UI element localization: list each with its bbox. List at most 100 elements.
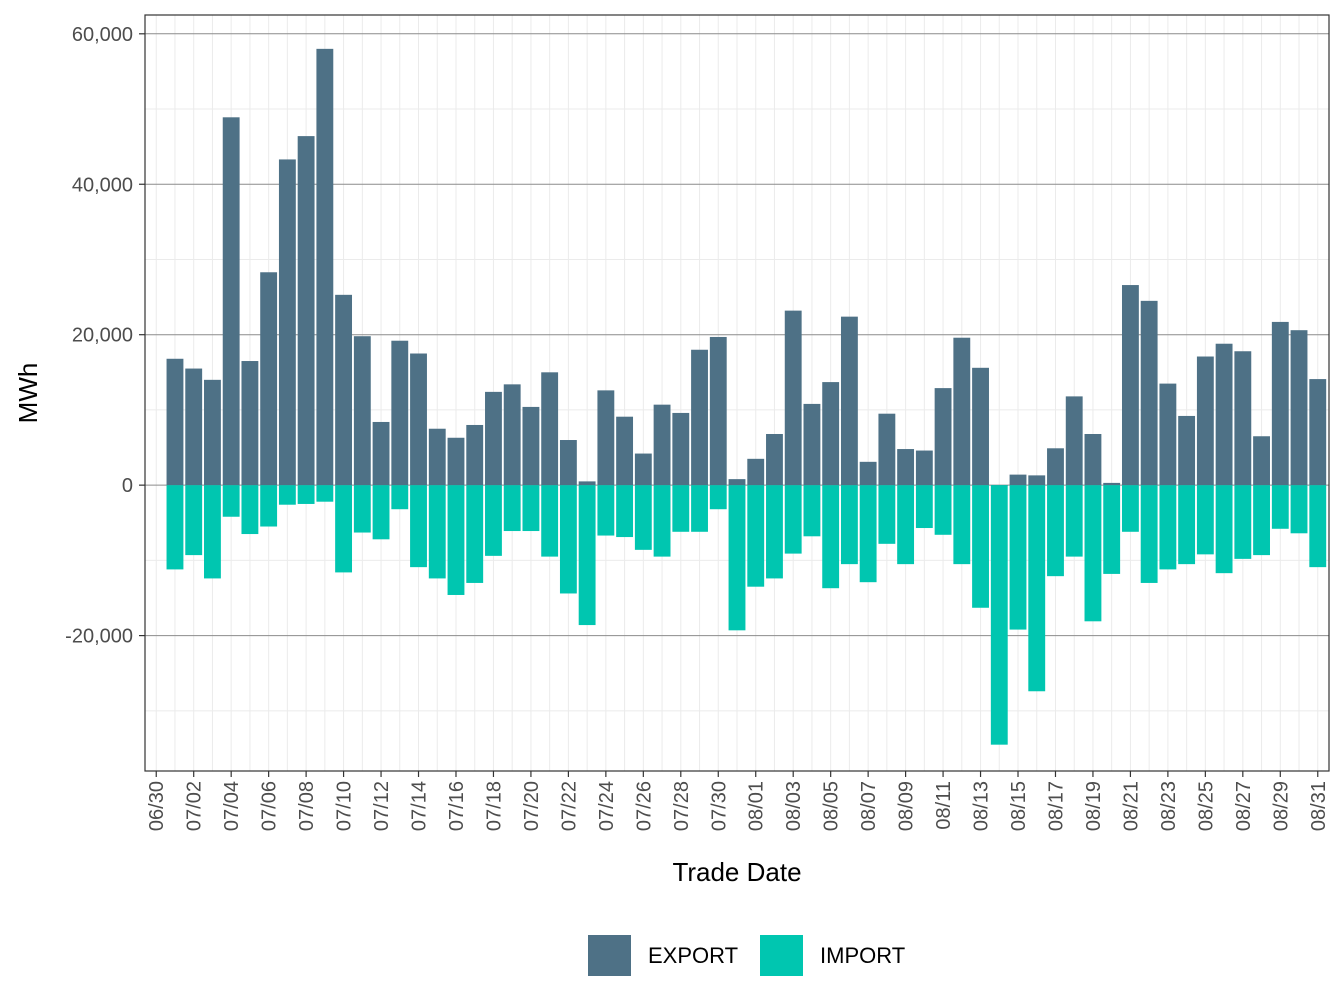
bar-export xyxy=(204,379,221,486)
bar-import xyxy=(522,485,540,532)
bar-export xyxy=(915,450,933,486)
bar-export xyxy=(260,272,278,486)
bar-import xyxy=(1121,485,1139,532)
bar-import xyxy=(1140,485,1158,583)
x-tick-label: 07/12 xyxy=(371,781,393,831)
bar-export xyxy=(653,404,671,486)
x-tick-label: 08/29 xyxy=(1270,781,1292,831)
bar-export xyxy=(597,390,615,486)
x-tick-label: 07/26 xyxy=(633,781,655,831)
bar-import xyxy=(353,485,371,533)
bar-export xyxy=(485,391,502,486)
bar-import xyxy=(990,485,1008,745)
bar-export xyxy=(934,388,952,486)
bar-export xyxy=(840,316,858,486)
y-tick-label: 0 xyxy=(122,475,133,497)
bar-export xyxy=(578,481,596,486)
bar-export xyxy=(1290,330,1308,486)
bar-export xyxy=(166,358,184,486)
bar-import xyxy=(1065,485,1083,557)
bar-export xyxy=(822,382,840,486)
x-tick-label: 08/31 xyxy=(1308,781,1330,831)
bar-export xyxy=(297,136,315,486)
bar-import xyxy=(1290,485,1308,534)
x-tick-label: 07/04 xyxy=(221,781,243,831)
bar-export xyxy=(691,349,708,486)
bar-import xyxy=(1253,485,1270,556)
bar-import xyxy=(1178,485,1196,565)
plot-border xyxy=(144,14,1330,772)
bar-import xyxy=(634,485,652,550)
x-tick-label: 07/16 xyxy=(446,781,468,831)
bar-export xyxy=(466,424,484,486)
x-tick-label: 08/03 xyxy=(783,781,805,831)
bar-export xyxy=(1103,482,1121,486)
bar-import xyxy=(822,485,840,589)
bar-export xyxy=(616,416,634,486)
legend-swatch-import xyxy=(760,935,803,976)
bar-export xyxy=(522,406,540,486)
bar-import xyxy=(784,485,802,554)
bar-export xyxy=(1271,321,1289,486)
bar-export xyxy=(803,403,821,486)
bar-import xyxy=(559,485,577,594)
bar-export xyxy=(372,421,390,486)
bar-export xyxy=(766,433,783,486)
y-tick-label: 60,000 xyxy=(72,24,133,46)
bar-export xyxy=(222,117,240,486)
bar-import xyxy=(672,485,690,532)
bar-export xyxy=(953,337,971,486)
bar-export xyxy=(728,479,746,486)
bar-export xyxy=(559,440,577,486)
bar-export xyxy=(410,353,427,486)
bar-import xyxy=(204,485,221,579)
x-tick-label: 07/30 xyxy=(708,781,730,831)
bar-import xyxy=(372,485,390,540)
bar-import xyxy=(447,485,465,595)
x-tick-label: 08/25 xyxy=(1195,781,1217,831)
bar-export xyxy=(634,453,652,486)
bar-export xyxy=(1178,415,1196,486)
x-tick-label: 08/23 xyxy=(1158,781,1180,831)
bar-import xyxy=(260,485,278,527)
bar-import xyxy=(766,485,783,579)
bar-import xyxy=(1009,485,1027,630)
y-axis: -20,000 0 20,000 40,000 60,000 xyxy=(65,24,145,648)
bar-import xyxy=(166,485,184,570)
bar-import xyxy=(747,485,765,587)
bar-export xyxy=(878,413,896,486)
bar-import xyxy=(1159,485,1177,570)
bar-import xyxy=(728,485,746,631)
bar-export xyxy=(185,368,203,486)
bar-export xyxy=(1028,475,1046,486)
x-tick-label: 08/07 xyxy=(858,781,880,831)
bar-export xyxy=(709,336,727,486)
bar-export xyxy=(278,159,296,486)
bar-export xyxy=(859,461,877,486)
bar-import xyxy=(410,485,427,568)
bar-export xyxy=(1309,379,1327,486)
bar-import xyxy=(1309,485,1327,568)
bar-export xyxy=(1140,300,1158,486)
x-tick-label: 07/02 xyxy=(184,781,206,831)
bar-import xyxy=(503,485,521,532)
x-tick-label: 08/21 xyxy=(1120,781,1142,831)
bar-export xyxy=(1121,285,1139,486)
x-tick-label: 06/30 xyxy=(146,781,168,831)
bar-import xyxy=(1047,485,1064,577)
y-tick-label: -20,000 xyxy=(65,626,133,648)
bar-export xyxy=(747,458,765,486)
bar-import xyxy=(278,485,296,505)
bar-export xyxy=(1234,351,1252,486)
x-tick-label: 07/24 xyxy=(596,781,618,831)
x-axis-title: Trade Date xyxy=(672,857,801,887)
x-tick-label: 08/19 xyxy=(1083,781,1105,831)
bar-import xyxy=(953,485,971,565)
x-tick-label: 08/05 xyxy=(821,781,843,831)
bar-import xyxy=(541,485,559,557)
bar-export xyxy=(316,48,334,486)
bar-export xyxy=(391,340,409,486)
bar-import xyxy=(428,485,446,579)
bar-import xyxy=(466,485,484,583)
